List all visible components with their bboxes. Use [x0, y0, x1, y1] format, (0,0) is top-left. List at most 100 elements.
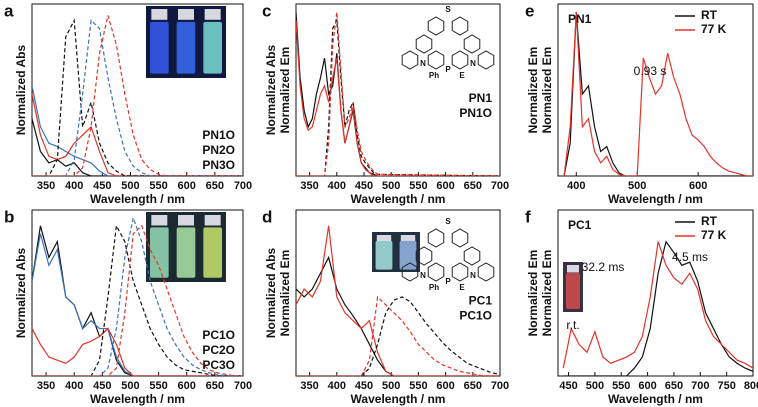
x-tick-label: 450	[93, 180, 111, 192]
vial-cap	[178, 215, 194, 226]
atom-label: Ph	[429, 283, 439, 292]
x-tick-label: 600	[436, 380, 454, 392]
spectrum-line	[32, 85, 243, 176]
atom-label: N	[470, 59, 476, 68]
vial-cap	[400, 235, 416, 241]
vial-cap	[376, 235, 392, 241]
legend-label: PC1	[469, 293, 493, 307]
spectrum-line	[296, 296, 500, 376]
x-axis-label: Wavelength / nm	[608, 392, 703, 406]
atom-label: P	[445, 65, 451, 74]
vial	[203, 21, 222, 74]
x-tick-label: 600	[178, 380, 196, 392]
spectrum-line	[296, 255, 500, 376]
vial-cap	[178, 9, 194, 20]
x-tick-label: 700	[691, 380, 709, 392]
y-axis-label: Normalized Abs	[264, 45, 278, 136]
vial-cap	[151, 9, 168, 20]
vial-cap	[151, 215, 168, 226]
sample-label: PC1	[568, 218, 592, 232]
spectrum-line	[296, 12, 500, 176]
x-tick-label: 800	[744, 380, 758, 392]
spectrum-line	[32, 118, 243, 176]
x-tick-label: 400	[567, 180, 585, 192]
ring	[427, 16, 445, 36]
x-tick-label: 600	[689, 180, 707, 192]
vial-cap	[204, 9, 221, 20]
x-tick-label: 500	[586, 380, 604, 392]
x-tick-label: 650	[464, 380, 482, 392]
spectrum-line	[296, 20, 500, 176]
atom-label: E	[459, 71, 465, 80]
ring	[451, 262, 469, 282]
spectrum-line	[32, 224, 243, 376]
atom-label: N	[420, 59, 426, 68]
legend-label: PN1	[469, 91, 493, 105]
atom-label: S	[445, 5, 451, 14]
x-tick-label: 400	[328, 180, 346, 192]
ring	[401, 262, 419, 282]
x-tick-label: 450	[93, 380, 111, 392]
x-tick-label: 650	[464, 180, 482, 192]
x-tick-label: 350	[300, 380, 318, 392]
x-axis-label: Wavelength / nm	[90, 192, 185, 206]
ring	[427, 228, 445, 248]
legend-label: PC1O	[202, 328, 235, 342]
annotation: 4.5 ms	[672, 250, 708, 264]
panel-letter: e	[525, 1, 534, 20]
x-tick-label: 450	[355, 180, 373, 192]
x-tick-label: 650	[665, 380, 683, 392]
panel-letter: c	[262, 1, 271, 20]
x-tick-label: 500	[382, 180, 400, 192]
y-axis-label: Normalized Em	[526, 250, 540, 337]
y-axis-label: Normalized Abs	[14, 248, 28, 339]
y-axis-label: Normalized Em	[526, 47, 540, 134]
panel-letter: b	[4, 207, 14, 226]
ring	[415, 34, 433, 54]
x-tick-label: 600	[178, 180, 196, 192]
spectrum-line	[562, 241, 753, 369]
x-axis-label: Wavelength / nm	[351, 192, 446, 206]
x-tick-label: 350	[37, 180, 55, 192]
x-tick-label: 500	[121, 380, 139, 392]
vial	[203, 227, 222, 278]
structure: S N N P Ph E	[401, 217, 495, 292]
atom-label: N	[420, 271, 426, 280]
x-tick-label: 700	[491, 380, 509, 392]
vial	[150, 227, 169, 278]
x-tick-label: 600	[638, 380, 656, 392]
legend-label: RT	[701, 8, 718, 22]
x-tick-label: 550	[409, 180, 427, 192]
ring	[477, 50, 495, 70]
legend-label: PN2O	[202, 143, 235, 157]
legend-label: 77 K	[701, 228, 727, 242]
sample-label: PN1	[568, 12, 592, 26]
legend-label: PC2O	[202, 343, 235, 357]
ring	[451, 16, 469, 36]
y-axis-label: Normalized Em	[278, 250, 292, 337]
atom-label: P	[445, 277, 451, 286]
vial	[566, 273, 580, 309]
x-tick-label: 700	[491, 180, 509, 192]
spectrum-line	[296, 225, 500, 376]
x-axis-label: Wavelength / nm	[608, 192, 703, 206]
vial-cap	[204, 215, 221, 226]
ring	[427, 262, 445, 282]
y-axis-label: Normalized Em	[278, 47, 292, 134]
spectrum-line	[296, 18, 500, 176]
vial	[176, 21, 196, 74]
annotation: 32.2 ms	[582, 260, 625, 274]
x-tick-label: 400	[65, 180, 83, 192]
spectrum-line	[563, 12, 753, 176]
annotation: r.t.	[566, 318, 579, 332]
x-tick-label: 700	[234, 180, 252, 192]
ring	[415, 246, 433, 266]
x-tick-label: 450	[355, 380, 373, 392]
legend-label: PC1O	[459, 308, 492, 322]
panel-letter: d	[262, 207, 272, 226]
y-axis-label: Normalized Abs	[14, 45, 28, 136]
panel-letter: a	[4, 1, 14, 20]
vial-cap	[567, 265, 579, 273]
vial	[150, 21, 169, 74]
